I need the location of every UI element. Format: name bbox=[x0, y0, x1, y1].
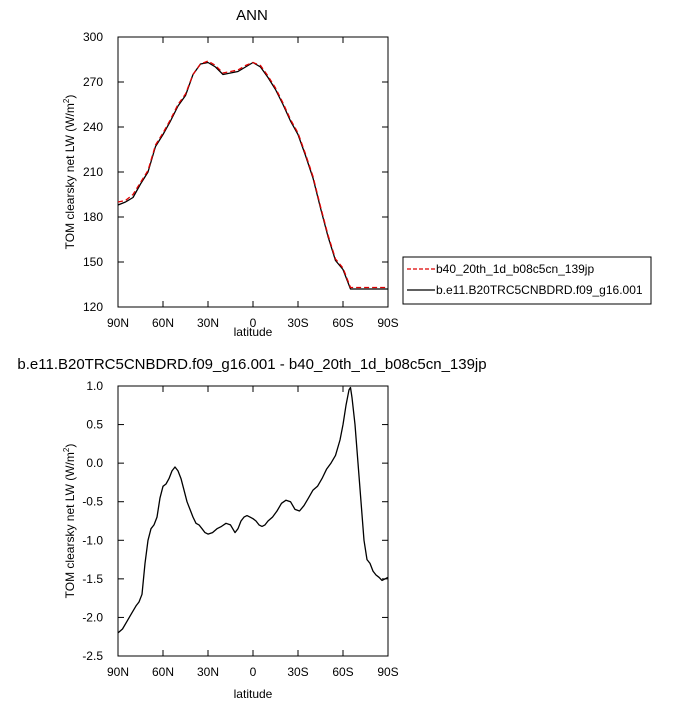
bottom-y-axis-label-close: ) bbox=[63, 444, 77, 448]
p2-y-tick-label: -0.5 bbox=[82, 495, 103, 509]
bottom-y-ticks: -2.5 -2.0 -1.5 -1.0 -0.5 0.0 0.5 1.0 bbox=[82, 379, 388, 663]
top-y-axis-label: TOM clearsky net LW (W/m2) bbox=[62, 95, 77, 250]
p2-y-tick-label: -1.0 bbox=[82, 533, 103, 547]
top-y-ticks: 120 150 180 210 240 270 300 bbox=[83, 30, 388, 314]
p2-x-tick-label: 30N bbox=[197, 665, 219, 679]
p2-y-tick-label: 1.0 bbox=[86, 379, 103, 393]
bottom-chart: b.e11.B20TRC5CNBDRD.f09_g16.001 - b40_20… bbox=[17, 356, 486, 701]
p1-x-tick-label: 0 bbox=[250, 316, 257, 330]
p1-y-tick-label: 150 bbox=[83, 255, 103, 269]
top-plot-frame bbox=[117, 36, 389, 308]
top-chart-title: ANN bbox=[236, 7, 268, 24]
top-x-ticks: 90N 60N 30N 0 30S 60S 90S bbox=[107, 37, 399, 330]
p1-y-tick-label: 240 bbox=[83, 120, 103, 134]
bottom-y-axis-label-main: TOM clearsky net LW (W/m bbox=[63, 452, 77, 598]
top-y-axis-label-close: ) bbox=[63, 95, 77, 99]
p1-y-tick-label: 120 bbox=[83, 300, 103, 314]
p2-x-tick-label: 60S bbox=[332, 665, 353, 679]
bottom-plot-frame bbox=[117, 385, 389, 657]
legend: b40_20th_1d_b08c5cn_139jp b.e11.B20TRC5C… bbox=[402, 256, 652, 305]
legend-label-series-2: b.e11.B20TRC5CNBDRD.f09_g16.001 bbox=[436, 283, 643, 297]
p1-x-tick-label: 90S bbox=[377, 316, 398, 330]
p1-x-tick-label: 60N bbox=[152, 316, 174, 330]
top-y-axis-label-sup: 2 bbox=[62, 98, 71, 103]
p1-x-tick-label: 60S bbox=[332, 316, 353, 330]
bottom-y-axis-label-sup: 2 bbox=[62, 447, 71, 452]
p2-y-tick-label: 0.5 bbox=[86, 418, 103, 432]
p2-y-tick-label: 0.0 bbox=[86, 456, 103, 470]
legend-box bbox=[402, 256, 652, 305]
p1-x-tick-label: 30N bbox=[197, 316, 219, 330]
p2-x-tick-label: 0 bbox=[250, 665, 257, 679]
legend-label-series-1: b40_20th_1d_b08c5cn_139jp bbox=[436, 262, 594, 276]
top-chart: ANN 120 150 180 210 240 270 300 90N 60N 30N 0 30S 6… bbox=[62, 7, 652, 339]
bottom-x-ticks: 90N 60N 30N 0 30S 60S 90S bbox=[107, 386, 399, 679]
p2-x-tick-label: 90S bbox=[377, 665, 398, 679]
bottom-x-axis-label: latitude bbox=[234, 687, 273, 701]
p2-x-tick-label: 30S bbox=[287, 665, 308, 679]
p1-series-line-2 bbox=[117, 61, 388, 290]
top-series-lines bbox=[117, 60, 388, 290]
p1-x-tick-label: 30S bbox=[287, 316, 308, 330]
p2-x-tick-label: 60N bbox=[152, 665, 174, 679]
p2-y-tick-label: -2.0 bbox=[82, 610, 103, 624]
bottom-series-lines bbox=[117, 386, 389, 634]
p1-y-tick-label: 210 bbox=[83, 165, 103, 179]
p2-y-tick-label: -1.5 bbox=[82, 572, 103, 586]
bottom-chart-title: b.e11.B20TRC5CNBDRD.f09_g16.001 - b40_20… bbox=[17, 356, 486, 373]
p1-y-tick-label: 270 bbox=[83, 75, 103, 89]
p1-y-tick-label: 300 bbox=[83, 30, 103, 44]
p1-y-tick-label: 180 bbox=[83, 210, 103, 224]
p2-series-line-1 bbox=[117, 386, 389, 634]
p1-series-line-1 bbox=[117, 60, 388, 289]
bottom-y-axis-label: TOM clearsky net LW (W/m2) bbox=[62, 444, 77, 599]
top-x-axis-label: latitude bbox=[234, 325, 273, 339]
p2-x-tick-label: 90N bbox=[107, 665, 129, 679]
p1-x-tick-label: 90N bbox=[107, 316, 129, 330]
p2-y-tick-label: -2.5 bbox=[82, 649, 103, 663]
top-y-axis-label-main: TOM clearsky net LW (W/m bbox=[63, 103, 77, 249]
